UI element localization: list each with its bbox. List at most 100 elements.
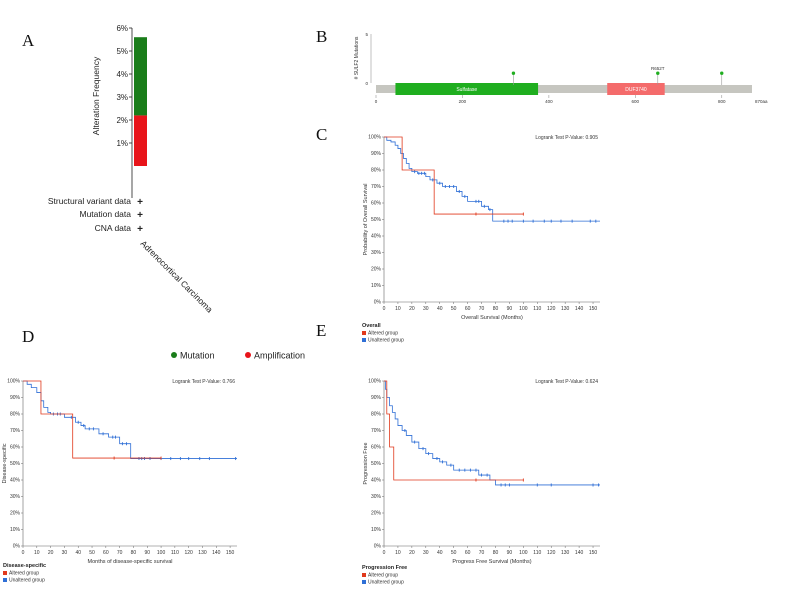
- legend-swatch: [362, 331, 366, 335]
- y-tick-label: 90%: [371, 151, 382, 157]
- legend-swatch: [171, 352, 177, 358]
- legend-label: Altered group: [368, 573, 398, 579]
- legend-label: Unaltered group: [368, 338, 404, 344]
- x-tick-label: 70: [479, 306, 485, 312]
- y-tick-label: 100%: [7, 379, 20, 385]
- data-row-label: CNA data: [95, 223, 132, 233]
- y-axis-label: # SULF2 Mutations: [354, 36, 360, 79]
- y-axis-label: Disease-specific: [2, 443, 8, 483]
- x-axis-label: Overall Survival (Months): [461, 315, 523, 321]
- x-tick-label: 40: [75, 550, 81, 556]
- x-tick-label: 70: [117, 550, 123, 556]
- x-tick-label: 100: [519, 550, 528, 556]
- legend-label: Unaltered group: [9, 578, 45, 584]
- x-tick-label: 400: [545, 99, 553, 104]
- y-tick-label: 80%: [371, 168, 382, 174]
- y-tick-label: 1%: [116, 139, 128, 148]
- x-tick-label: 70: [479, 550, 485, 556]
- x-tick-label: 110: [171, 550, 179, 556]
- unaltered-curve: [384, 136, 600, 222]
- y-tick-label: 0%: [374, 544, 382, 550]
- y-axis-label: Progression Free: [363, 442, 369, 484]
- x-end-label: 870aa: [755, 99, 768, 104]
- x-tick-label: 600: [632, 99, 640, 104]
- category-label: Adrenocortical Carcinoma: [139, 238, 215, 314]
- legend-label: Unaltered group: [368, 580, 404, 586]
- data-present-marker: +: [137, 197, 143, 208]
- y-tick-label: 70%: [371, 428, 382, 434]
- x-tick-label: 30: [423, 550, 429, 556]
- x-tick-label: 140: [575, 306, 584, 312]
- pvalue-label: Logrank Test P-Value: 0.766: [172, 379, 235, 385]
- legend-title: Disease-specific: [3, 563, 46, 569]
- lollipop-plot: 0 5 # SULF2 Mutations Sulfatase DUF3740 R652T…: [354, 32, 768, 104]
- y-tick-label: 2%: [116, 116, 128, 125]
- y-tick-label: 100%: [368, 135, 381, 141]
- x-tick-label: 110: [533, 306, 541, 312]
- x-tick-label: 60: [465, 550, 471, 556]
- y-tick-label: 60%: [371, 445, 382, 451]
- x-tick-label: 100: [157, 550, 166, 556]
- y-tick-label: 60%: [10, 445, 21, 451]
- legend-title: Overall: [362, 323, 381, 329]
- data-present-marker: +: [137, 224, 143, 235]
- y-tick-label: 40%: [371, 234, 382, 240]
- y-tick-label: 50%: [371, 461, 382, 467]
- y-tick-label: 80%: [10, 412, 21, 418]
- mutation-type-legend: Mutation Amplification: [171, 351, 305, 361]
- y-axis-label: Alteration Frequency: [91, 56, 101, 135]
- x-tick-label: 0: [375, 99, 378, 104]
- x-tick-label: 90: [507, 550, 513, 556]
- x-tick-label: 30: [62, 550, 68, 556]
- y-tick-label: 20%: [10, 511, 21, 517]
- y-tick-label: 30%: [371, 250, 382, 256]
- x-tick-label: 150: [589, 550, 598, 556]
- x-tick-label: 90: [144, 550, 150, 556]
- legend-swatch: [362, 573, 366, 577]
- domain-sulfatase: [395, 83, 539, 95]
- domain-label: DUF3740: [625, 87, 647, 93]
- x-tick-label: 130: [561, 550, 570, 556]
- x-tick-label: 40: [437, 306, 443, 312]
- altered-curve: [23, 380, 162, 459]
- x-tick-label: 0: [383, 306, 386, 312]
- lollipop-head: [720, 71, 724, 75]
- panel-label-c: C: [316, 125, 327, 144]
- x-tick-label: 110: [533, 550, 541, 556]
- panel-label-e: E: [316, 321, 326, 340]
- x-tick-label: 80: [131, 550, 137, 556]
- data-present-marker: +: [137, 210, 143, 221]
- x-tick-label: 0: [383, 550, 386, 556]
- x-tick-label: 10: [34, 550, 40, 556]
- protein-backbone: [376, 85, 752, 93]
- x-tick-label: 150: [589, 306, 598, 312]
- x-tick-label: 20: [409, 550, 415, 556]
- legend-swatch: [3, 578, 7, 582]
- unaltered-curve: [23, 380, 237, 459]
- mutation-label: R652T: [651, 66, 665, 71]
- y-tick-label: 60%: [371, 201, 382, 207]
- y-tick-label: 80%: [371, 412, 382, 418]
- x-tick-label: 20: [48, 550, 54, 556]
- x-tick-label: 80: [493, 550, 499, 556]
- x-tick-label: 60: [465, 306, 471, 312]
- y-tick-label: 40%: [10, 478, 21, 484]
- progression-free-survival-chart: 0% 10% 20% 30% 40% 50% 60% 70% 80% 90% 100% 0 10 20 30…: [362, 379, 600, 586]
- x-tick-label: 60: [103, 550, 109, 556]
- altered-curve: [384, 136, 524, 215]
- bar-mutation: [134, 37, 147, 116]
- y-tick-label: 50%: [10, 461, 21, 467]
- panel-label-d: D: [22, 327, 34, 346]
- data-row-label: Mutation data: [79, 209, 131, 219]
- legend-title: Progression Free: [362, 565, 407, 571]
- alteration-frequency-chart: 1% 2% 3% 4% 5% 6% Alteration Frequency Structur…: [48, 24, 215, 315]
- x-tick-label: 20: [409, 306, 415, 312]
- y-tick-label: 50%: [371, 217, 382, 223]
- x-tick-label: 200: [459, 99, 467, 104]
- y-axis-label: Probability of Overall Survival: [363, 184, 369, 256]
- y-tick-label: 90%: [10, 395, 21, 401]
- y-tick-label: 30%: [371, 494, 382, 500]
- domain-duf3740: [607, 83, 665, 95]
- x-tick-label: 150: [226, 550, 235, 556]
